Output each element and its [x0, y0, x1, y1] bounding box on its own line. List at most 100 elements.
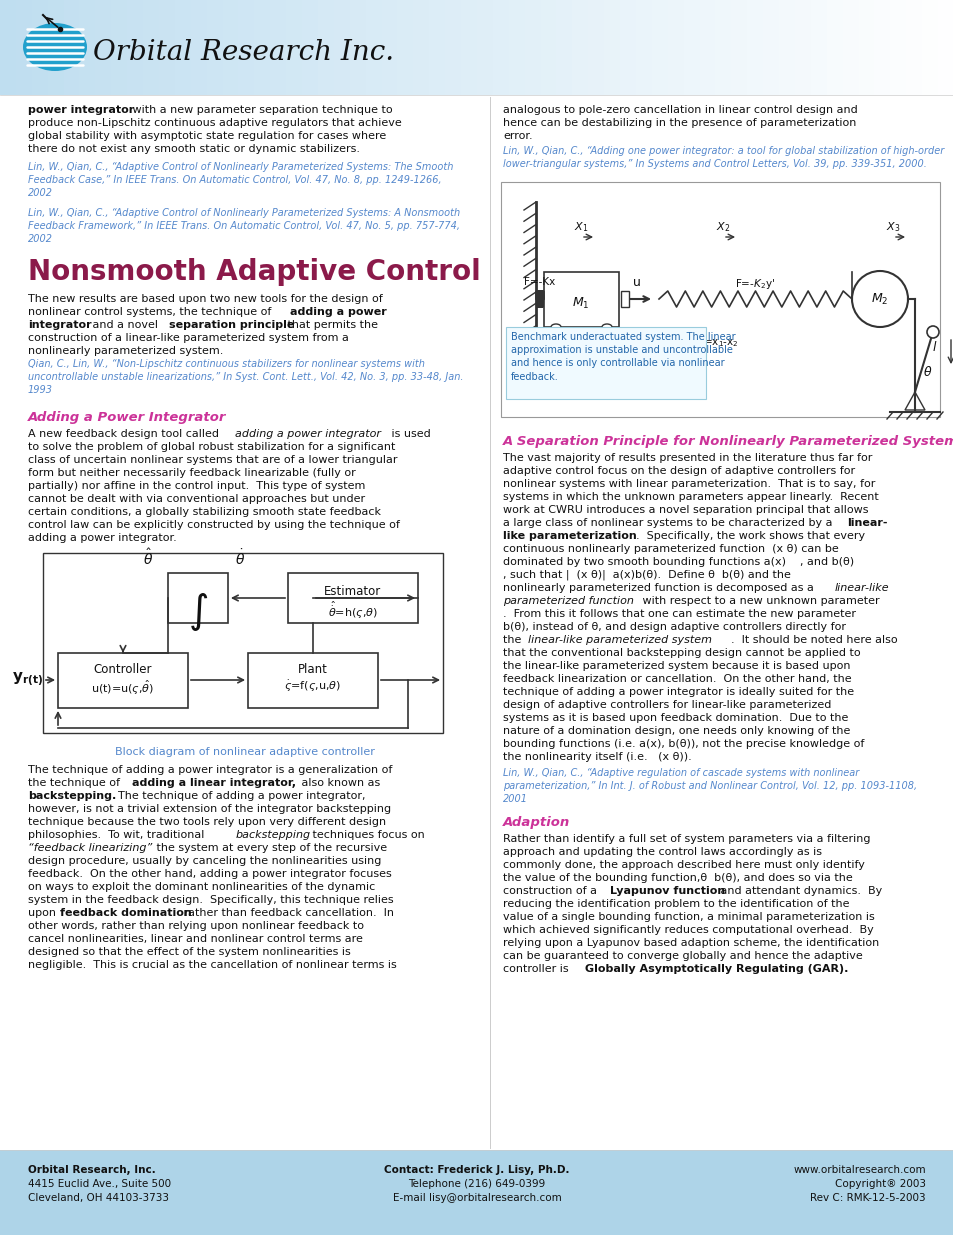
Text: design procedure, usually by canceling the nonlinearities using: design procedure, usually by canceling t… — [28, 856, 381, 866]
Ellipse shape — [926, 326, 938, 338]
Polygon shape — [904, 391, 924, 410]
Bar — [334, 0, 350, 95]
Text: E-mail lisy@orbitalresearch.com: E-mail lisy@orbitalresearch.com — [393, 1193, 560, 1203]
Bar — [620, 291, 628, 308]
Bar — [841, 0, 858, 95]
Text: controller is: controller is — [502, 965, 572, 974]
Text: rather than feedback cancellation.  In: rather than feedback cancellation. In — [180, 908, 394, 918]
Text: $\theta$: $\theta$ — [923, 366, 931, 379]
Text: .  It should be noted here also: . It should be noted here also — [730, 635, 897, 645]
Bar — [619, 0, 636, 95]
Text: nature of a domination design, one needs only knowing of the: nature of a domination design, one needs… — [502, 726, 849, 736]
Text: A Separation Principle for Nonlinearly Parameterized Systems: A Separation Principle for Nonlinearly P… — [502, 435, 953, 448]
Bar — [174, 0, 191, 95]
Bar — [222, 0, 238, 95]
Text: work at CWRU introduces a novel separation principal that allows: work at CWRU introduces a novel separati… — [502, 505, 867, 515]
Bar — [651, 0, 667, 95]
Text: adding a power integrator: adding a power integrator — [234, 429, 380, 438]
Text: systems in which the unknown parameters appear linearly.  Recent: systems in which the unknown parameters … — [502, 492, 878, 501]
Bar — [779, 0, 794, 95]
Bar — [905, 0, 922, 95]
Text: there do not exist any smooth static or dynamic stabilizers.: there do not exist any smooth static or … — [28, 144, 359, 154]
Text: design of adaptive controllers for linear-like parameterized: design of adaptive controllers for linea… — [502, 700, 830, 710]
Bar — [48, 0, 64, 95]
Text: F=-$K_2$y': F=-$K_2$y' — [734, 277, 774, 291]
Bar — [810, 0, 826, 95]
Text: that the conventional backstepping design cannot be applied to: that the conventional backstepping desig… — [502, 648, 860, 658]
Text: The technique of adding a power integrator,: The technique of adding a power integrat… — [111, 790, 365, 802]
Text: Cleveland, OH 44103-3733: Cleveland, OH 44103-3733 — [28, 1193, 169, 1203]
Text: Nonsmooth Adaptive Control: Nonsmooth Adaptive Control — [28, 258, 480, 287]
Text: Benchmark underactuated system. The linear
approximation is unstable and uncontr: Benchmark underactuated system. The line… — [511, 332, 735, 382]
Text: $M_1$: $M_1$ — [572, 295, 589, 310]
Bar — [746, 0, 762, 95]
Text: backstepping: backstepping — [235, 830, 311, 840]
Text: the value of the bounding function,θ  b(θ), and does so via the: the value of the bounding function,θ b(θ… — [502, 873, 852, 883]
Bar — [588, 0, 603, 95]
Text: feedback linearization or cancellation.  On the other hand, the: feedback linearization or cancellation. … — [502, 674, 851, 684]
Text: negligible.  This is crucial as the cancellation of nonlinear terms is: negligible. This is crucial as the cance… — [28, 960, 396, 969]
Text: adding a power integrator.: adding a power integrator. — [28, 534, 176, 543]
Text: $X_2$: $X_2$ — [715, 220, 729, 233]
Text: with a new parameter separation technique to: with a new parameter separation techniqu… — [129, 105, 393, 115]
Text: approach and updating the control laws accordingly as is: approach and updating the control laws a… — [502, 847, 821, 857]
Bar — [667, 0, 683, 95]
Bar — [0, 1150, 953, 1235]
Text: adaptive control focus on the design of adaptive controllers for: adaptive control focus on the design of … — [502, 466, 854, 475]
Text: “feedback linearizing”: “feedback linearizing” — [28, 844, 152, 853]
Bar — [58, 653, 188, 708]
Text: parameterized function: parameterized function — [502, 597, 633, 606]
Bar — [683, 0, 699, 95]
Bar — [540, 0, 556, 95]
Bar — [397, 0, 413, 95]
Text: $l$: $l$ — [931, 340, 937, 354]
Text: cancel nonlinearities, linear and nonlinear control terms are: cancel nonlinearities, linear and nonlin… — [28, 934, 362, 944]
Text: A new feedback design tool called: A new feedback design tool called — [28, 429, 222, 438]
Text: www.orbitalresearch.com: www.orbitalresearch.com — [793, 1165, 925, 1174]
Text: Copyright® 2003: Copyright® 2003 — [834, 1179, 925, 1189]
Bar — [350, 0, 365, 95]
Text: Orbital Research, Inc.: Orbital Research, Inc. — [28, 1165, 155, 1174]
Text: with respect to a new unknown parameter: with respect to a new unknown parameter — [639, 597, 879, 606]
Text: hence can be destabilizing in the presence of parameterization: hence can be destabilizing in the presen… — [502, 119, 856, 128]
Text: Lyapunov function: Lyapunov function — [609, 885, 724, 897]
Text: $\hat{\theta}$: $\hat{\theta}$ — [143, 548, 152, 568]
Text: The new results are based upon two new tools for the design of: The new results are based upon two new t… — [28, 294, 382, 304]
Bar — [127, 0, 143, 95]
Bar — [207, 0, 222, 95]
Bar — [508, 0, 524, 95]
Text: techniques focus on: techniques focus on — [309, 830, 424, 840]
Bar — [159, 0, 174, 95]
Text: $\dot{\theta}$: $\dot{\theta}$ — [234, 548, 245, 568]
Bar — [238, 0, 254, 95]
Bar — [699, 0, 715, 95]
Text: upon: upon — [28, 908, 59, 918]
Bar — [493, 0, 508, 95]
Bar — [922, 0, 937, 95]
Text: technique because the two tools rely upon very different design: technique because the two tools rely upo… — [28, 818, 386, 827]
Text: technique of adding a power integrator is ideally suited for the: technique of adding a power integrator i… — [502, 687, 853, 697]
Text: Orbital Research Inc.: Orbital Research Inc. — [92, 40, 394, 67]
Bar — [858, 0, 874, 95]
Text: F=-Kx: F=-Kx — [524, 277, 555, 287]
Bar — [168, 573, 228, 622]
Bar — [191, 0, 207, 95]
Bar — [556, 0, 572, 95]
Bar — [572, 0, 588, 95]
Text: error.: error. — [502, 131, 532, 141]
Text: linear-like parameterized system: linear-like parameterized system — [527, 635, 711, 645]
Text: Telephone (216) 649-0399: Telephone (216) 649-0399 — [408, 1179, 545, 1189]
Text: system in the feedback design.  Specifically, this technique relies: system in the feedback design. Specifica… — [28, 895, 394, 905]
Text: backstepping.: backstepping. — [28, 790, 116, 802]
Bar — [64, 0, 79, 95]
Text: Plant: Plant — [297, 663, 328, 676]
Text: $M_2$: $M_2$ — [870, 291, 888, 306]
Text: control law can be explicitly constructed by using the technique of: control law can be explicitly constructe… — [28, 520, 399, 530]
Bar — [874, 0, 889, 95]
Text: produce non-Lipschitz continuous adaptive regulators that achieve: produce non-Lipschitz continuous adaptiv… — [28, 119, 401, 128]
Bar — [429, 0, 445, 95]
Bar — [288, 573, 417, 622]
Text: Lin, W., Qian, C., “Adaptive Control of Nonlinearly Parameterized Systems: The S: Lin, W., Qian, C., “Adaptive Control of … — [28, 162, 453, 199]
Bar — [248, 653, 377, 708]
Text: the nonlinearity itself (i.e.   (x θ)).: the nonlinearity itself (i.e. (x θ)). — [502, 752, 691, 762]
